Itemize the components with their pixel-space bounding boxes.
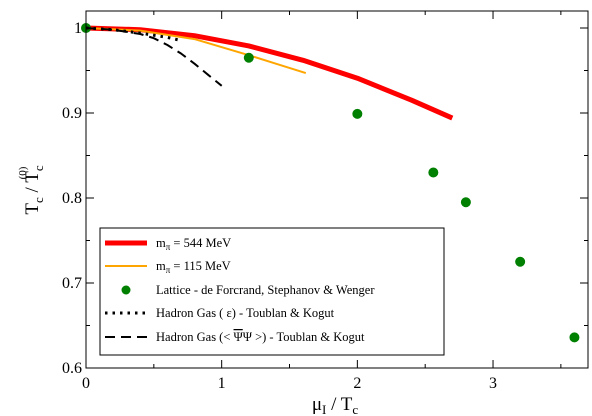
series-layer [81,23,580,343]
data-point [428,167,439,178]
data-point [460,197,471,208]
data-point [515,256,526,267]
x-axis-title-main: μ [312,394,322,415]
y-tick-label: 0.9 [62,105,82,122]
x-tick-label: 0 [82,375,90,392]
x-axis-title-rest-sub: c [352,402,358,416]
series-line-1 [85,25,454,121]
data-point [243,52,254,63]
legend-label-main: m [156,259,166,273]
legend-label-main: Hadron Gas (< [156,330,234,344]
y-axis-title-sub: c [31,197,46,203]
series-line-5 [85,27,223,87]
legend-label: Hadron Gas ( ε) - Toublan & Kogut [156,306,335,320]
legend-label-main: m [156,236,166,250]
data-point [569,332,580,343]
legend-label-rest: Ψ >) - Toublan & Kogut [243,330,365,344]
y-tick-label: 0.8 [62,190,82,207]
y-axis-title-mid: / T [22,171,43,197]
x-axis-title: μI / Tc [312,394,359,416]
x-tick-label: 3 [489,375,497,392]
legend-marker [121,285,131,295]
legend-label-main: Lattice - de Forcrand, Stephanov & Wenge… [156,283,375,297]
x-axis-title-sub: I [322,402,326,416]
data-point [352,108,363,119]
y-axis-title-mid-sup: (0) [17,166,29,179]
y-axis-title: Tc / Tc(0) [17,165,46,214]
legend-label-main: Hadron Gas ( ε) - Toublan & Kogut [156,306,335,320]
legend-box [99,227,445,356]
legend-label-overline: Ψ [234,330,244,344]
legend-label-sub: π [166,242,171,252]
legend-label: mπ = 115 MeV [156,259,231,275]
y-axis-title-main: T [22,203,43,215]
legend-label: Hadron Gas (< ΨΨ >) - Toublan & Kogut [156,330,365,344]
legend-label: Lattice - de Forcrand, Stephanov & Wenge… [156,283,375,297]
x-tick-label: 1 [218,375,226,392]
legend-label-sub: π [166,265,171,275]
legend-label-post: = 544 MeV [170,236,231,250]
ticks-layer: 0 1 2 3 0.6 0.7 0.8 0.9 1 [62,11,588,392]
y-tick-label: 1 [74,20,82,37]
plot-frame [85,10,589,369]
x-tick-label: 2 [353,375,361,392]
y-tick-label: 0.7 [62,275,82,292]
y-axis-title-mid-sub: c [31,165,46,171]
legend-label: mπ = 544 MeV [156,236,231,252]
y-tick-label: 0.6 [62,360,82,377]
x-axis-title-rest: / T [326,394,352,415]
series-line-2 [85,27,307,75]
legend-label-post: = 115 MeV [170,259,230,273]
